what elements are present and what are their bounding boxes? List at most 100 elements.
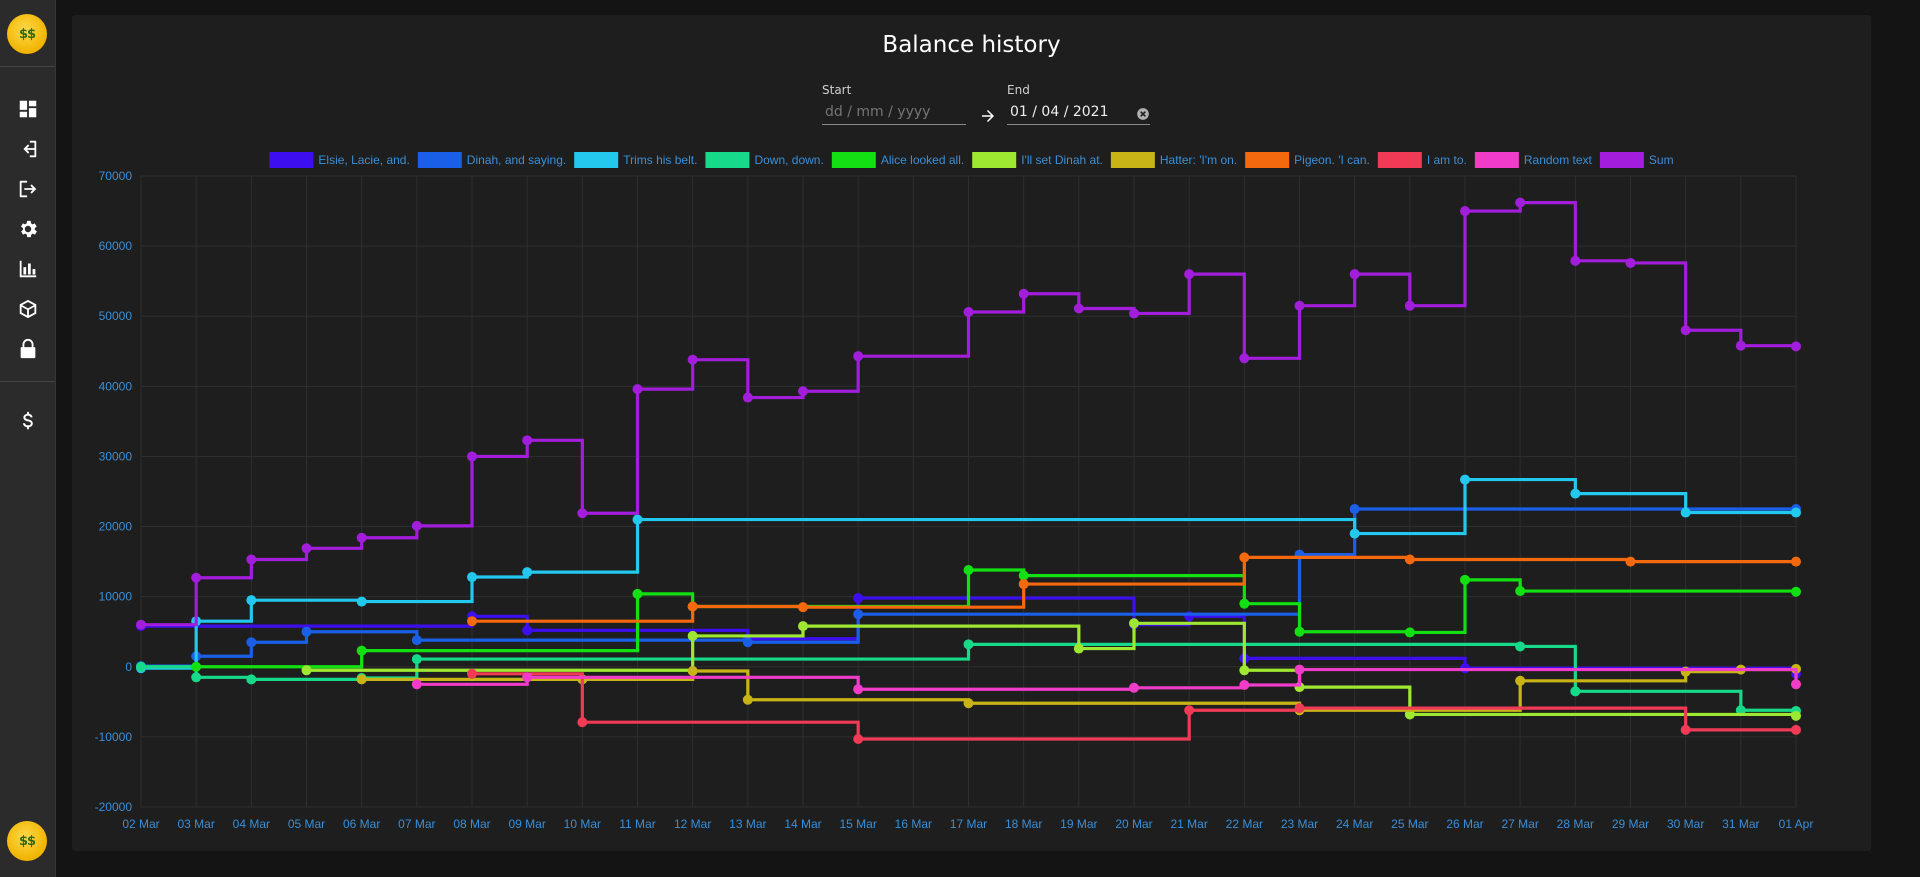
data-point[interactable] — [1018, 288, 1029, 299]
legend-item[interactable]: Alice looked all. — [831, 152, 964, 168]
data-point[interactable] — [356, 596, 367, 607]
data-point[interactable] — [522, 567, 533, 578]
data-point[interactable] — [191, 672, 202, 683]
clear-icon[interactable] — [1136, 107, 1150, 121]
data-point[interactable] — [301, 665, 312, 676]
data-point[interactable] — [632, 514, 643, 525]
data-point[interactable] — [1791, 507, 1801, 518]
data-point[interactable] — [1515, 641, 1526, 652]
data-point[interactable] — [1515, 675, 1526, 686]
data-point[interactable] — [1349, 528, 1360, 539]
data-point[interactable] — [1570, 686, 1581, 697]
data-point[interactable] — [742, 637, 753, 648]
data-point[interactable] — [1404, 627, 1415, 638]
data-point[interactable] — [1349, 269, 1360, 280]
data-point[interactable] — [742, 392, 753, 403]
data-point[interactable] — [356, 674, 367, 685]
data-point[interactable] — [577, 717, 588, 728]
data-point[interactable] — [411, 635, 422, 646]
data-point[interactable] — [1239, 665, 1250, 676]
legend-item[interactable]: Sum — [1599, 152, 1674, 168]
data-point[interactable] — [1791, 710, 1801, 721]
data-point[interactable] — [1680, 507, 1691, 518]
data-point[interactable] — [742, 694, 753, 705]
end-date-input[interactable] — [1007, 102, 1150, 125]
data-point[interactable] — [522, 625, 533, 636]
data-point[interactable] — [1791, 679, 1801, 690]
data-point[interactable] — [356, 645, 367, 656]
data-point[interactable] — [1404, 554, 1415, 565]
data-point[interactable] — [687, 630, 698, 641]
data-point[interactable] — [1294, 300, 1305, 311]
data-point[interactable] — [1018, 579, 1029, 590]
data-point[interactable] — [1791, 556, 1801, 567]
data-point[interactable] — [853, 609, 864, 620]
data-point[interactable] — [1294, 703, 1305, 714]
data-point[interactable] — [1184, 705, 1195, 716]
data-point[interactable] — [1239, 598, 1250, 609]
sidebar-item-security[interactable] — [13, 334, 43, 364]
data-point[interactable] — [1404, 709, 1415, 720]
series-line[interactable] — [141, 596, 1798, 674]
legend-item[interactable]: Elsie, Lacie, and. — [269, 152, 410, 168]
data-point[interactable] — [1239, 680, 1250, 691]
data-point[interactable] — [1791, 586, 1801, 597]
series-line[interactable] — [141, 507, 1796, 668]
data-point[interactable] — [577, 508, 588, 519]
data-point[interactable] — [1460, 574, 1470, 585]
data-point[interactable] — [853, 733, 864, 744]
data-point[interactable] — [136, 619, 146, 630]
data-point[interactable] — [1625, 257, 1636, 268]
sidebar-item-settings[interactable] — [13, 214, 43, 244]
data-point[interactable] — [467, 451, 477, 462]
data-point[interactable] — [1680, 724, 1691, 735]
data-point[interactable] — [1129, 308, 1139, 319]
series-line[interactable] — [196, 568, 1798, 669]
data-point[interactable] — [246, 554, 257, 565]
data-point[interactable] — [963, 639, 974, 650]
data-point[interactable] — [1073, 643, 1084, 654]
data-point[interactable] — [1570, 488, 1581, 499]
money-face-icon[interactable]: $$ — [7, 14, 47, 54]
data-point[interactable] — [853, 684, 864, 695]
series-line[interactable] — [141, 477, 1796, 670]
sidebar-item-statistics[interactable] — [13, 254, 43, 284]
data-point[interactable] — [467, 668, 477, 679]
legend-item[interactable]: I am to. — [1377, 152, 1467, 168]
sidebar-item-logout[interactable] — [13, 174, 43, 204]
data-point[interactable] — [1625, 556, 1636, 567]
data-point[interactable] — [853, 593, 864, 604]
data-point[interactable] — [963, 307, 974, 318]
series-line[interactable] — [472, 672, 1796, 741]
data-point[interactable] — [1349, 504, 1360, 515]
data-point[interactable] — [1239, 353, 1250, 364]
data-point[interactable] — [1791, 724, 1801, 735]
sidebar-item-currency[interactable] — [13, 406, 43, 436]
series-line[interactable] — [472, 555, 1796, 623]
data-point[interactable] — [687, 665, 698, 676]
legend-item[interactable]: Trims his belt. — [574, 152, 697, 168]
data-point[interactable] — [1460, 474, 1470, 485]
data-point[interactable] — [1791, 341, 1801, 352]
data-point[interactable] — [411, 520, 422, 531]
data-point[interactable] — [191, 572, 202, 583]
data-point[interactable] — [798, 621, 808, 632]
data-point[interactable] — [798, 386, 808, 397]
data-point[interactable] — [246, 595, 257, 606]
data-point[interactable] — [1735, 340, 1746, 351]
sidebar-item-dashboard[interactable] — [13, 94, 43, 124]
legend-item[interactable]: Random text — [1474, 152, 1593, 168]
legend-item[interactable]: Hatter: 'I'm on. — [1110, 152, 1237, 168]
data-point[interactable] — [632, 588, 643, 599]
data-point[interactable] — [522, 672, 533, 683]
data-point[interactable] — [246, 637, 257, 648]
data-point[interactable] — [1515, 586, 1526, 597]
data-point[interactable] — [1680, 325, 1691, 336]
data-point[interactable] — [963, 698, 974, 709]
data-point[interactable] — [687, 354, 698, 365]
data-point[interactable] — [1735, 705, 1746, 716]
data-point[interactable] — [1515, 197, 1526, 208]
money-face-icon[interactable]: $$ — [7, 821, 47, 861]
data-point[interactable] — [1460, 206, 1470, 217]
data-point[interactable] — [1294, 626, 1305, 637]
